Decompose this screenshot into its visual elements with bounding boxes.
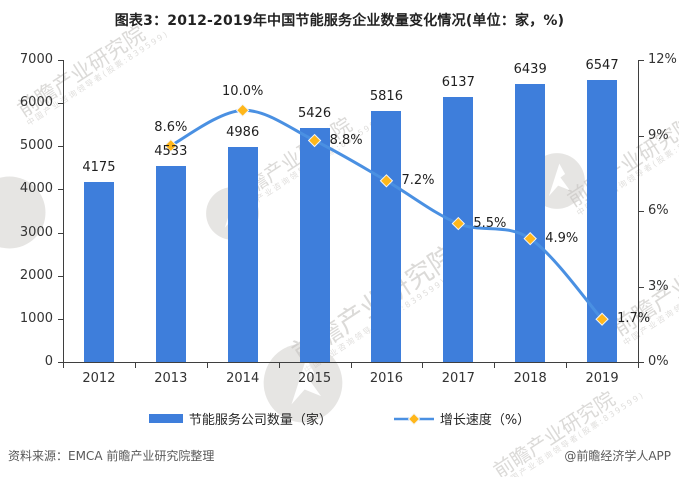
x-axis-label: 2014 (226, 371, 260, 386)
y-axis-right-tick (639, 286, 644, 288)
footer: 资料来源：EMCA 前瞻产业研究院整理 @前瞻经济学人APP (8, 447, 671, 464)
bar-value-label: 6547 (585, 57, 619, 73)
x-axis-tick (134, 363, 136, 368)
y-axis-right-tick-label: 6% (648, 203, 669, 218)
y-axis-left-tick (58, 362, 63, 363)
x-axis-label: 2013 (154, 371, 188, 386)
bar-value-label: 6439 (513, 62, 547, 78)
x-axis-label: 2016 (369, 371, 403, 386)
bar-value-label: 4533 (154, 144, 188, 160)
legend: 节能服务公司数量（家） 增长速度（%） (0, 409, 679, 428)
x-axis-tick (278, 363, 280, 368)
bar-swatch-icon (148, 414, 183, 423)
y-axis-left-tick (58, 189, 63, 191)
y-axis-right-tick-label: 0% (648, 354, 669, 369)
x-axis-tick (494, 363, 496, 368)
x-axis-label: 2019 (585, 371, 619, 386)
y-axis-right-tick (639, 362, 644, 363)
y-axis-left-tick (58, 103, 63, 105)
growth-label: 8.8% (329, 132, 363, 148)
credit-note: @前瞻经济学人APP (564, 449, 671, 463)
y-axis-left-tick (58, 232, 63, 234)
growth-label: 7.2% (401, 172, 435, 188)
x-axis-tick (422, 363, 424, 368)
bar-value-label: 4986 (226, 124, 260, 140)
y-axis-left-tick-label: 5000 (19, 138, 53, 154)
line-diamond-swatch-icon (393, 412, 434, 425)
y-axis-right-tick (639, 135, 644, 137)
growth-label: 10.0% (222, 84, 264, 100)
y-axis-left-tick (58, 275, 63, 277)
legend-item-line: 增长速度（%） (393, 409, 531, 428)
growth-label: 5.5% (473, 215, 507, 231)
y-axis-left-tick-label: 2000 (19, 267, 53, 283)
chart-title: 图表3：2012-2019年中国节能服务企业数量变化情况(单位：家，%) (114, 13, 565, 29)
bar-2012 (83, 181, 114, 362)
source-note: 资料来源：EMCA 前瞻产业研究院整理 (8, 449, 215, 463)
x-axis-tick (638, 363, 639, 368)
y-axis-left-tick-label: 6000 (19, 95, 53, 111)
x-axis-label: 2015 (298, 371, 332, 386)
y-axis-left-line (63, 60, 64, 362)
legend-label-bars: 节能服务公司数量（家） (188, 413, 332, 428)
x-axis-tick (206, 363, 208, 368)
y-axis-right-tick-label: 3% (648, 278, 669, 294)
legend-label-line: 增长速度（%） (439, 413, 531, 428)
y-axis-left-tick-label: 1000 (19, 310, 53, 326)
y-axis-left-tick-label: 4000 (19, 181, 53, 197)
bar-value-label: 4175 (82, 159, 116, 175)
y-axis-left-tick (58, 146, 63, 148)
growth-label: 1.7% (617, 311, 651, 327)
x-axis-tick (63, 363, 64, 368)
growth-label: 4.9% (545, 230, 579, 246)
y-axis-right-tick (639, 60, 644, 61)
bar-value-label: 5816 (369, 89, 403, 105)
y-axis-right-tick-label: 9% (648, 127, 669, 143)
x-axis-label: 2012 (82, 371, 116, 386)
x-axis-tick (350, 363, 352, 368)
y-axis-left-tick-label: 7000 (19, 52, 53, 67)
y-axis-right-tick (639, 211, 644, 212)
bar-value-label: 6137 (441, 75, 475, 91)
y-axis-left-tick (58, 60, 63, 61)
y-axis-left-tick (58, 318, 63, 320)
x-axis-label: 2017 (441, 371, 475, 386)
y-axis-left-tick-label: 0 (44, 354, 53, 369)
y-axis-right-tick-label: 12% (648, 52, 677, 67)
x-axis-label: 2018 (513, 371, 547, 386)
legend-item-bars: 节能服务公司数量（家） (148, 409, 332, 428)
growth-label: 8.6% (154, 119, 188, 135)
bar-value-label: 5426 (298, 105, 332, 121)
y-axis-right-line (638, 60, 639, 362)
y-axis-left-tick-label: 3000 (19, 224, 53, 240)
x-axis-tick (566, 363, 568, 368)
x-axis-line (63, 362, 639, 363)
